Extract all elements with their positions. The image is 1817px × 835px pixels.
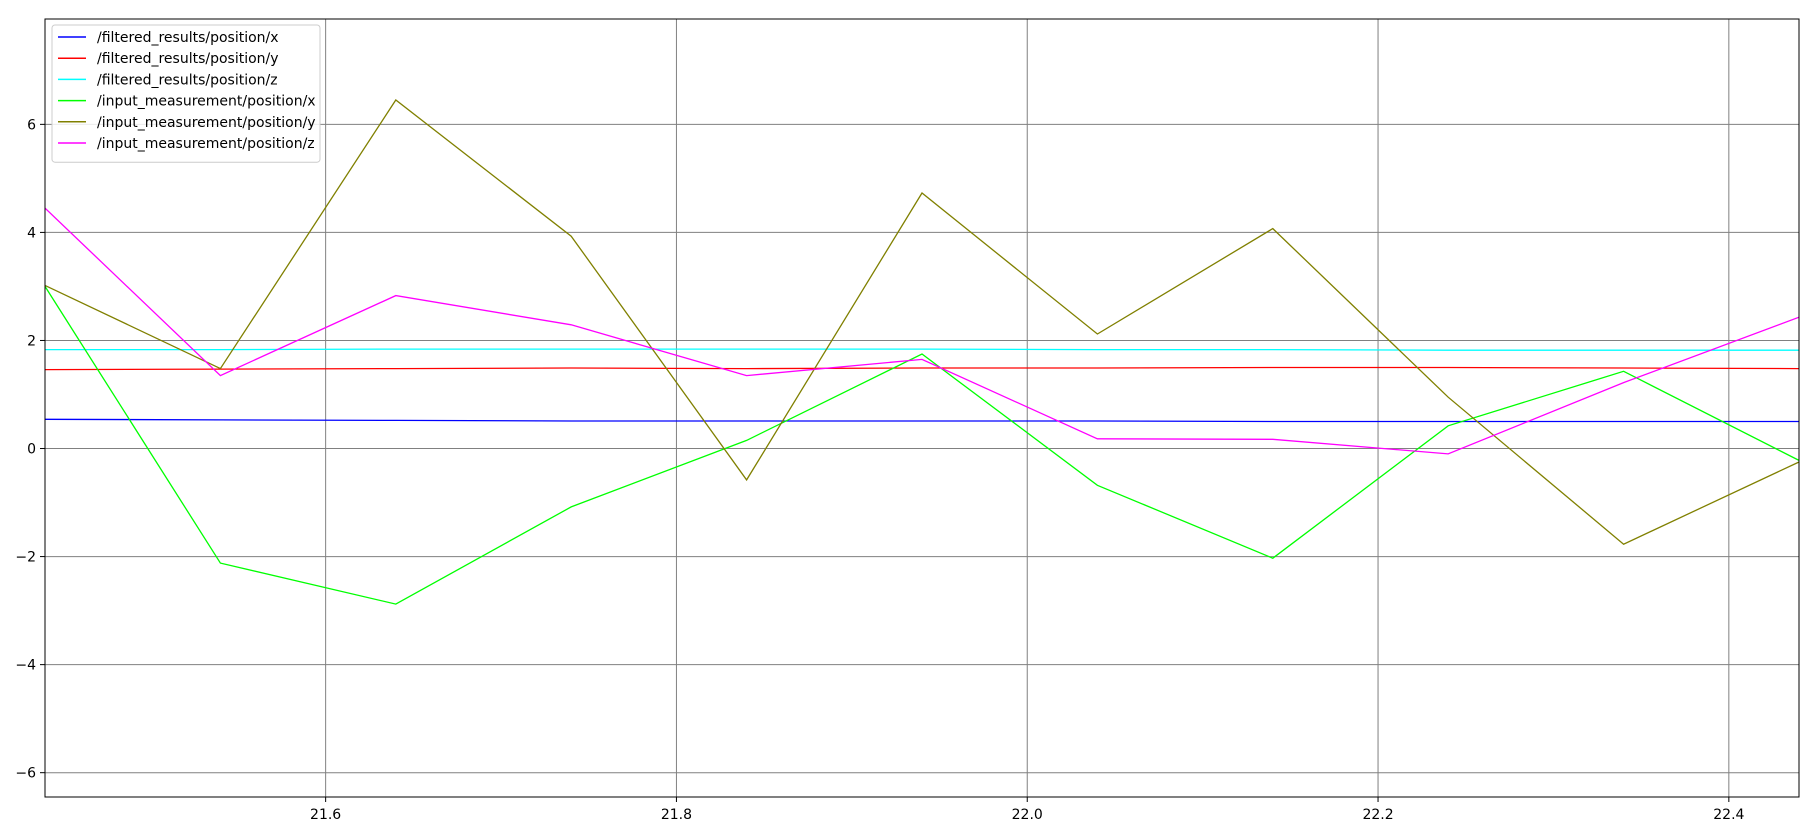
series-line-5 bbox=[45, 99, 1799, 545]
y-tick-label: −6 bbox=[15, 766, 36, 782]
x-tick-label: 22.2 bbox=[1362, 807, 1393, 823]
x-tick-label: 21.6 bbox=[310, 807, 341, 823]
axis-ticks: 21.6 21.8 22.0 22.2 22.4 −6 −4 −2 0 2 4 6 bbox=[15, 117, 1744, 823]
plot-frame bbox=[44, 18, 1800, 798]
series-line-6 bbox=[45, 207, 1799, 455]
series-line-3 bbox=[45, 348, 1799, 351]
x-tick-label: 22.0 bbox=[1012, 807, 1043, 823]
grid bbox=[45, 19, 1799, 797]
plot-lines bbox=[45, 99, 1799, 605]
series-line-1 bbox=[45, 418, 1799, 423]
y-tick-label: −2 bbox=[15, 550, 36, 566]
y-tick-label: 6 bbox=[27, 117, 36, 133]
legend-entry-label: /input_measurement/position/y bbox=[97, 115, 316, 131]
series-line-2 bbox=[45, 366, 1799, 371]
legend-entry-label: /input_measurement/position/x bbox=[97, 94, 316, 110]
y-tick-label: 4 bbox=[27, 225, 36, 241]
y-tick-label: 2 bbox=[27, 333, 36, 349]
legend-entry-label: /input_measurement/position/z bbox=[97, 136, 315, 152]
x-tick-label: 22.4 bbox=[1713, 807, 1744, 823]
legend: /filtered_results/position/x/filtered_re… bbox=[51, 24, 321, 163]
legend-box bbox=[51, 24, 321, 163]
x-tick-label: 21.8 bbox=[661, 807, 692, 823]
legend-entry-label: /filtered_results/position/z bbox=[97, 72, 278, 88]
series-line-4 bbox=[45, 286, 1799, 605]
legend-entry-label: /filtered_results/position/y bbox=[97, 51, 279, 67]
legend-entry-label: /filtered_results/position/x bbox=[97, 30, 279, 46]
y-tick-label: −4 bbox=[15, 658, 36, 674]
y-tick-label: 0 bbox=[27, 442, 36, 458]
